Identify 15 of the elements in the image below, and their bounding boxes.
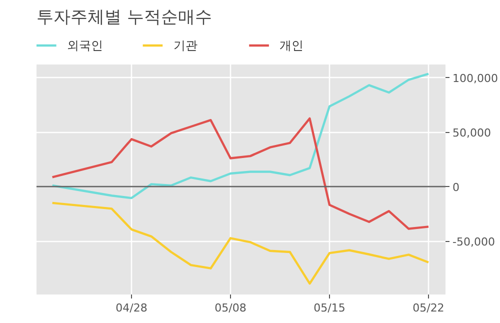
x-tick-label: 05/22 xyxy=(412,302,444,314)
x-tick-label: 05/15 xyxy=(314,302,346,314)
y-tick-label: 0 xyxy=(452,181,460,194)
line-series xyxy=(51,72,430,200)
y-tick-label: 50,000 xyxy=(452,126,491,140)
legend-label: 외국인 xyxy=(67,38,104,52)
y-tick-label: 100,000 xyxy=(452,72,498,86)
chart-title: 투자주체별 누적순매수 xyxy=(36,8,212,28)
x-tick-label: 04/28 xyxy=(116,302,148,314)
x-tick-label: 05/08 xyxy=(214,302,246,314)
y-tick-label: -50,000 xyxy=(452,236,495,249)
legend-label: 기관 xyxy=(173,38,198,52)
line-series xyxy=(51,117,430,230)
line-series xyxy=(51,202,430,285)
legend-label: 개인 xyxy=(280,38,304,52)
